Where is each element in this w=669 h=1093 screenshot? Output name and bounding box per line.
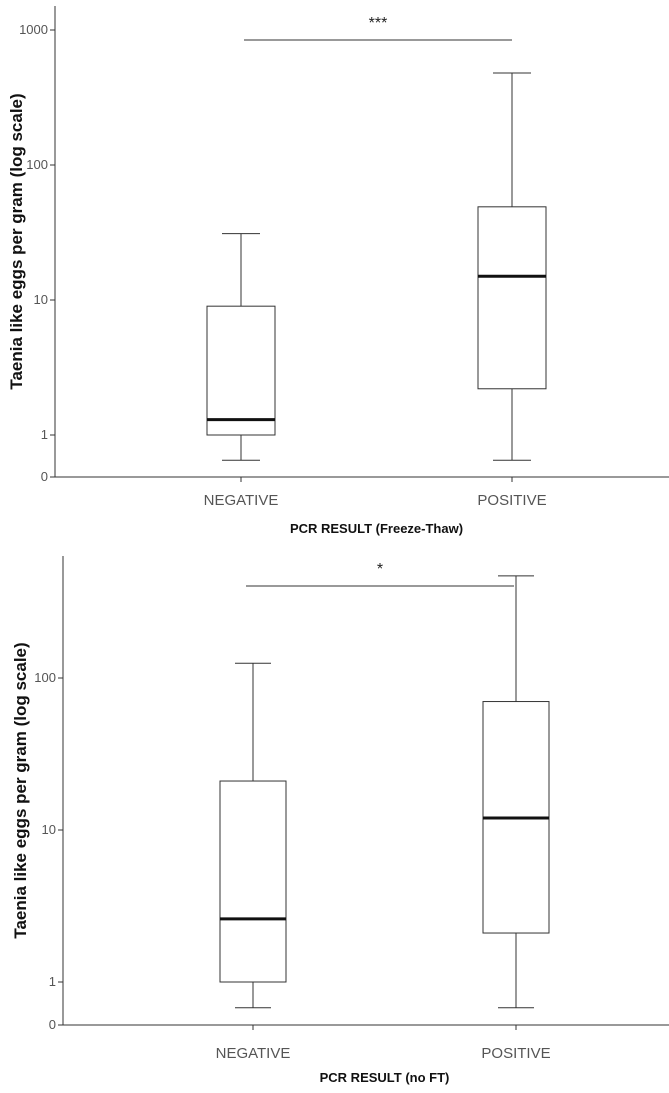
chart-freeze-thaw-svg: 0 1 10 100 1000 Taenia like eggs per gram (lo… — [7, 6, 669, 536]
y-tick-label: 10 — [34, 292, 48, 307]
y-tick-label: 1 — [41, 427, 48, 442]
x-axis-title: PCR RESULT (no FT) — [320, 1070, 450, 1085]
x-tick-label: NEGATIVE — [216, 1045, 291, 1062]
y-tick-label: 1 — [49, 974, 56, 989]
y-tick-label: 1000 — [19, 22, 48, 37]
y-tick-label: 10 — [42, 822, 56, 837]
x-tick-label: NEGATIVE — [204, 492, 279, 509]
significance-label: *** — [369, 15, 388, 32]
chart-freeze-thaw: 0 1 10 100 1000 Taenia like eggs per gram (lo… — [0, 0, 669, 545]
box-iqr — [219, 780, 287, 983]
x-tick-label: POSITIVE — [477, 492, 546, 509]
box-iqr — [477, 206, 547, 390]
y-tick-label: 0 — [49, 1017, 56, 1032]
significance-label: * — [377, 561, 383, 578]
y-tick-label: 0 — [41, 469, 48, 484]
y-axis-title: Taenia like eggs per gram (log scale) — [11, 642, 30, 938]
x-axis-title: PCR RESULT (Freeze-Thaw) — [290, 521, 463, 536]
y-tick-label: 100 — [34, 670, 56, 685]
box-iqr — [206, 305, 276, 436]
y-axis-title: Taenia like eggs per gram (log scale) — [7, 93, 26, 389]
y-tick-label: 100 — [26, 157, 48, 172]
x-tick-label: POSITIVE — [481, 1045, 550, 1062]
